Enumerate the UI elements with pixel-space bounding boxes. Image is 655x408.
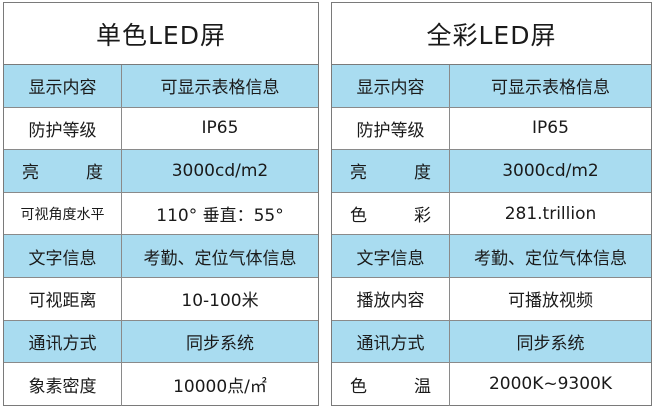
- row-label: 可视距离: [4, 277, 122, 320]
- row-label-part: 亮: [22, 163, 39, 184]
- row-label-part: 彩: [414, 206, 431, 227]
- row-label: 文字信息: [332, 235, 450, 277]
- row-value: 考勤、定位气体信息: [143, 248, 297, 269]
- row-label: 象素密度: [4, 363, 122, 406]
- row-value: 可播放视频: [508, 291, 593, 312]
- table-row: 象素密度 10000点/㎡: [4, 363, 318, 406]
- panel-title: 单色LED屏: [4, 3, 318, 65]
- table-row: 显示内容 可显示表格信息: [332, 65, 651, 108]
- panel-title: 全彩LED屏: [332, 3, 651, 65]
- mono-led-panel: 单色LED屏 显示内容 可显示表格信息 防护等级 IP65 亮 度 3000cd…: [3, 2, 319, 406]
- table-row: 通讯方式 同步系统: [332, 320, 651, 364]
- row-label: 亮 度: [4, 150, 122, 192]
- row-label-part: 度: [414, 163, 431, 184]
- row-value: 考勤、定位气体信息: [474, 248, 627, 269]
- row-label: 防护等级: [4, 107, 122, 150]
- table-row: 色 温 2000K~9300K: [332, 363, 651, 406]
- row-value: 2000K~9300K: [488, 374, 613, 395]
- table-row: 播放内容 可播放视频: [332, 277, 651, 321]
- row-label: 色 温: [332, 363, 450, 406]
- row-value: 110° 垂直：55°: [156, 206, 284, 227]
- row-label-part: 色: [350, 376, 367, 397]
- row-label-part: 色: [350, 206, 367, 227]
- row-label: 通讯方式: [332, 320, 450, 363]
- row-value: 281.trillion: [504, 203, 597, 224]
- row-value: 10-100米: [181, 291, 259, 312]
- table-row: 文字信息 考勤、定位气体信息: [4, 235, 318, 278]
- row-label: 色 彩: [332, 192, 450, 235]
- table-row: 亮 度 3000cd/m2: [4, 150, 318, 193]
- table-row: 色 彩 281.trillion: [332, 192, 651, 236]
- row-label: 可视角度水平: [4, 192, 122, 235]
- row-value: 10000点/㎡: [173, 376, 267, 397]
- row-label: 播放内容: [332, 277, 450, 320]
- row-label: 亮 度: [332, 150, 450, 192]
- table-row: 可视角度水平 110° 垂直：55°: [4, 192, 318, 236]
- row-value: 3000cd/m2: [171, 160, 269, 181]
- row-label-part: 度: [86, 163, 103, 184]
- table-row: 可视距离 10-100米: [4, 277, 318, 321]
- row-value: 同步系统: [516, 333, 585, 354]
- row-label: 文字信息: [4, 235, 122, 277]
- table-row: 文字信息 考勤、定位气体信息: [332, 235, 651, 278]
- row-value: IP65: [532, 118, 569, 139]
- row-label: 通讯方式: [4, 320, 122, 363]
- row-label: 显示内容: [332, 65, 450, 107]
- row-value: 可显示表格信息: [160, 78, 280, 99]
- table-row: 显示内容 可显示表格信息: [4, 65, 318, 108]
- row-value: 3000cd/m2: [502, 160, 599, 181]
- row-label-part: 温: [414, 376, 431, 397]
- row-label: 防护等级: [332, 107, 450, 150]
- full-color-led-panel: 全彩LED屏 显示内容 可显示表格信息 防护等级 IP65 亮 度 3000cd…: [331, 2, 652, 406]
- row-value: 可显示表格信息: [491, 78, 610, 99]
- table-row: 防护等级 IP65: [332, 107, 651, 151]
- row-value: 同步系统: [186, 333, 254, 354]
- row-label-part: 亮: [350, 163, 367, 184]
- row-label: 显示内容: [4, 65, 122, 107]
- row-value: IP65: [201, 118, 239, 139]
- table-row: 防护等级 IP65: [4, 107, 318, 151]
- table-row: 通讯方式 同步系统: [4, 320, 318, 364]
- table-row: 亮 度 3000cd/m2: [332, 150, 651, 193]
